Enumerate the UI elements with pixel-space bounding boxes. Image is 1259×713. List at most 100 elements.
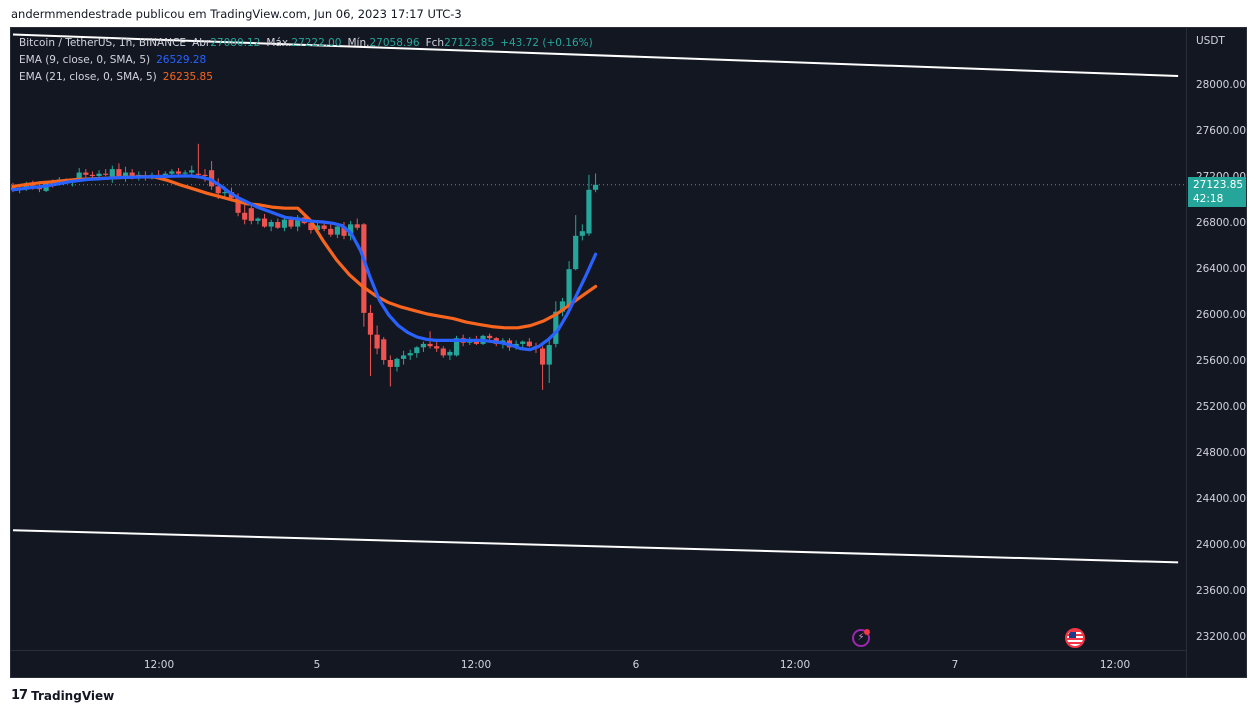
candle-body	[76, 172, 82, 181]
candle-body	[420, 343, 427, 348]
candle-body	[341, 226, 347, 236]
time-axis-ticks: 12:00 5 12:00 6 12:00 7 12:00	[144, 659, 1130, 671]
candle-body	[566, 269, 572, 308]
ema-layer	[11, 174, 598, 352]
x-tick-label: 12:00	[461, 659, 491, 671]
candle-body	[275, 222, 281, 228]
candle-body	[175, 171, 182, 174]
chart-pane[interactable]: 23200.00 23600.00 24000.00 24400.00 24800.00…	[10, 27, 1247, 678]
candle-body	[434, 346, 440, 349]
high-value: 27222.00	[291, 37, 342, 49]
trendline-upper	[12, 33, 1179, 77]
candle-body	[248, 208, 254, 221]
candle-body	[328, 228, 334, 235]
candle-body	[546, 345, 552, 365]
candle-body	[268, 222, 274, 227]
candle-body	[381, 339, 387, 360]
y-tick-label: 26000.00	[1196, 309, 1246, 321]
candle-body	[387, 360, 393, 367]
candle-body	[540, 348, 546, 365]
y-tick-label: 28000.00	[1196, 79, 1246, 91]
ema21-label[interactable]: EMA (21, close, 0, SMA, 5)	[19, 71, 157, 83]
trendline-lower	[12, 529, 1179, 564]
candle-body	[394, 358, 400, 367]
ema9-label[interactable]: EMA (9, close, 0, SMA, 5)	[19, 54, 151, 66]
candle-body	[440, 348, 446, 356]
candle-body	[367, 312, 374, 335]
candle-body	[255, 218, 261, 221]
candle-body	[215, 186, 221, 194]
price-axis-ticks: 23200.00 23600.00 24000.00 24400.00 24800.00…	[1196, 79, 1246, 643]
legend-symbol-row[interactable]: Bitcoin / TetherUS, 1h, BINANCE Abr 27080…	[19, 35, 593, 52]
candle-body	[261, 218, 268, 227]
x-tick-label: 5	[314, 659, 321, 671]
candle-body	[579, 231, 585, 236]
y-tick-label: 23600.00	[1196, 585, 1246, 597]
candle-body	[334, 226, 340, 235]
candle-body	[314, 225, 321, 231]
candle-body	[361, 224, 367, 313]
candle-body	[222, 192, 228, 194]
symbol-label[interactable]: Bitcoin / TetherUS, 1h, BINANCE	[19, 37, 187, 49]
candle-body	[189, 170, 195, 173]
lightning-event-icon[interactable]: ⚡	[852, 629, 870, 647]
event-dot-icon	[864, 629, 870, 635]
legend-ema21-row[interactable]: EMA (21, close, 0, SMA, 5) 26235.85	[19, 69, 593, 86]
flag-canton-icon	[1069, 632, 1076, 638]
close-value: 27123.85	[444, 37, 495, 49]
price-axis-border	[1186, 28, 1187, 677]
y-tick-label: 24000.00	[1196, 539, 1246, 551]
open-label: Abr	[192, 37, 211, 49]
y-tick-label: 24800.00	[1196, 447, 1246, 459]
candle-body	[242, 212, 248, 220]
candle-body	[526, 341, 532, 347]
tradingview-brand: TradingView	[31, 688, 115, 703]
ema21-value: 26235.85	[162, 71, 213, 83]
candles-layer	[11, 143, 599, 390]
candle-body	[308, 223, 314, 231]
change-value: +43.72 (+0.16%)	[500, 37, 593, 49]
us-flag-event-icon[interactable]	[1065, 628, 1085, 648]
y-tick-label: 24400.00	[1196, 493, 1246, 505]
trendlines-layer	[12, 33, 1179, 564]
ema9-value: 26529.28	[156, 54, 207, 66]
candle-body	[414, 347, 420, 354]
candle-body	[116, 169, 122, 176]
legend-ema9-row[interactable]: EMA (9, close, 0, SMA, 5) 26529.28	[19, 52, 593, 69]
candle-body	[195, 173, 201, 175]
price-chart-svg[interactable]: 23200.00 23600.00 24000.00 24400.00 24800.00…	[11, 28, 1247, 678]
x-tick-label: 12:00	[144, 659, 174, 671]
y-tick-label: 27600.00	[1196, 125, 1246, 137]
candle-body	[400, 355, 407, 359]
y-tick-label: 25600.00	[1196, 355, 1246, 367]
candle-body	[89, 174, 96, 176]
tradingview-mark-icon: 17	[11, 688, 28, 703]
y-tick-label: 26800.00	[1196, 217, 1246, 229]
chart-legend: Bitcoin / TetherUS, 1h, BINANCE Abr 27080…	[19, 35, 593, 86]
candle-body	[573, 235, 579, 270]
time-axis-border	[11, 650, 1186, 651]
candle-body	[453, 338, 460, 356]
x-tick-label: 12:00	[780, 659, 810, 671]
tradingview-logo[interactable]: 17 TradingView	[11, 688, 114, 703]
candle-body	[122, 172, 129, 176]
candle-body	[354, 224, 360, 228]
candle-body	[487, 335, 493, 339]
y-tick-label: 25200.00	[1196, 401, 1246, 413]
low-value: 27058.96	[369, 37, 420, 49]
candle-body	[288, 219, 294, 227]
candle-body	[427, 343, 433, 347]
candle-body	[586, 189, 592, 234]
candle-body	[209, 170, 215, 187]
candle-body	[592, 184, 599, 190]
candle-body	[295, 217, 301, 227]
x-tick-label: 7	[952, 659, 959, 671]
candle-body	[281, 219, 288, 228]
last-price-value: 27123.85	[1193, 179, 1244, 191]
open-value: 27080.12	[210, 37, 261, 49]
currency-label[interactable]: USDT	[1196, 35, 1225, 47]
bar-countdown: 42:18	[1193, 193, 1224, 205]
candle-body	[520, 341, 526, 344]
low-label: Mín.	[347, 37, 370, 49]
candle-body	[407, 353, 413, 356]
